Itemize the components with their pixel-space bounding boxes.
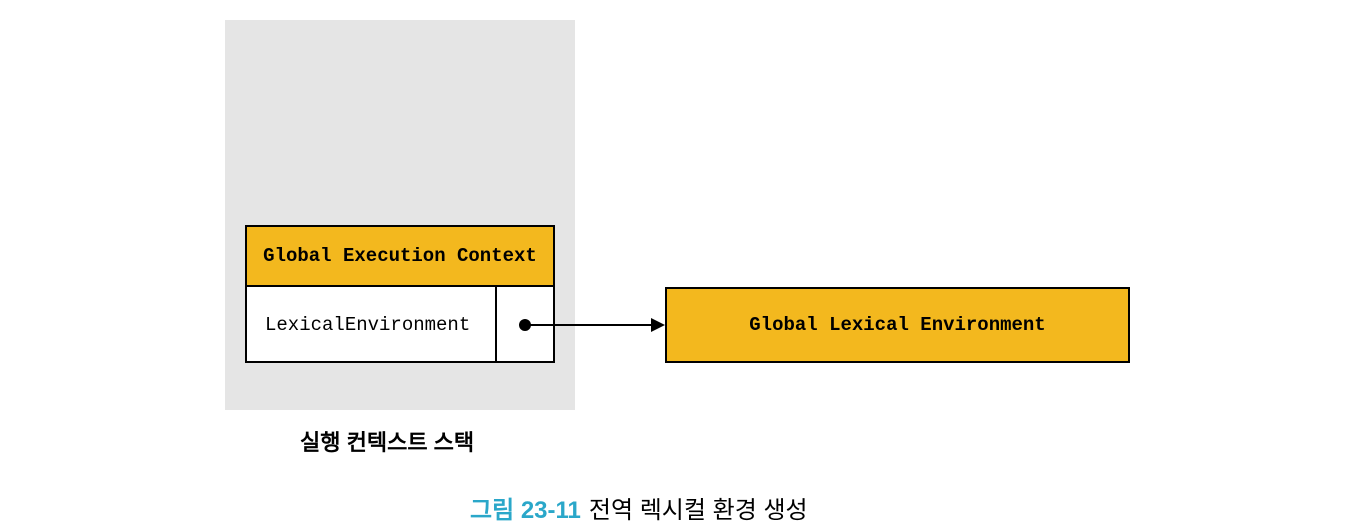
pointer-arrow-head-icon [651, 318, 665, 332]
figure-title: 전역 렉시컬 환경 생성 [589, 490, 808, 525]
global-execution-context-header: Global Execution Context [247, 227, 553, 287]
lexical-environment-label: LexicalEnvironment [247, 287, 497, 363]
lexical-environment-row: LexicalEnvironment [247, 287, 553, 363]
figure-caption: 그림 23-11 전역 렉시컬 환경 생성 [470, 490, 808, 525]
global-lexical-environment-box: Global Lexical Environment [665, 287, 1130, 363]
pointer-arrow-line [530, 324, 653, 326]
global-execution-context-box: Global Execution Context LexicalEnvironm… [245, 225, 555, 363]
stack-caption: 실행 컨텍스트 스택 [300, 425, 474, 457]
figure-number: 그림 23-11 [470, 490, 581, 525]
